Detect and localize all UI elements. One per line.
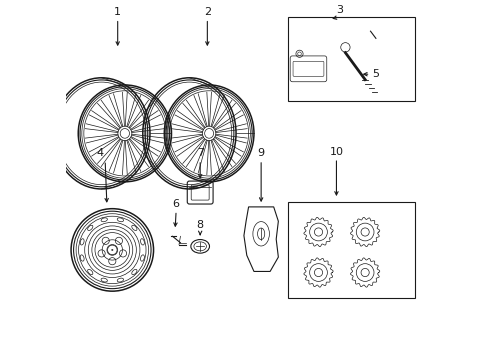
Text: 8: 8 — [196, 220, 204, 230]
Text: 4: 4 — [96, 148, 103, 158]
Bar — [288, 202, 416, 298]
Text: 9: 9 — [258, 148, 265, 158]
Text: 5: 5 — [372, 69, 379, 79]
Bar — [288, 17, 416, 101]
Text: 10: 10 — [329, 147, 343, 157]
Text: 3: 3 — [337, 5, 343, 15]
Text: 6: 6 — [172, 199, 180, 210]
Text: 7: 7 — [196, 148, 204, 158]
Text: 1: 1 — [114, 7, 121, 17]
Text: 2: 2 — [204, 7, 211, 17]
